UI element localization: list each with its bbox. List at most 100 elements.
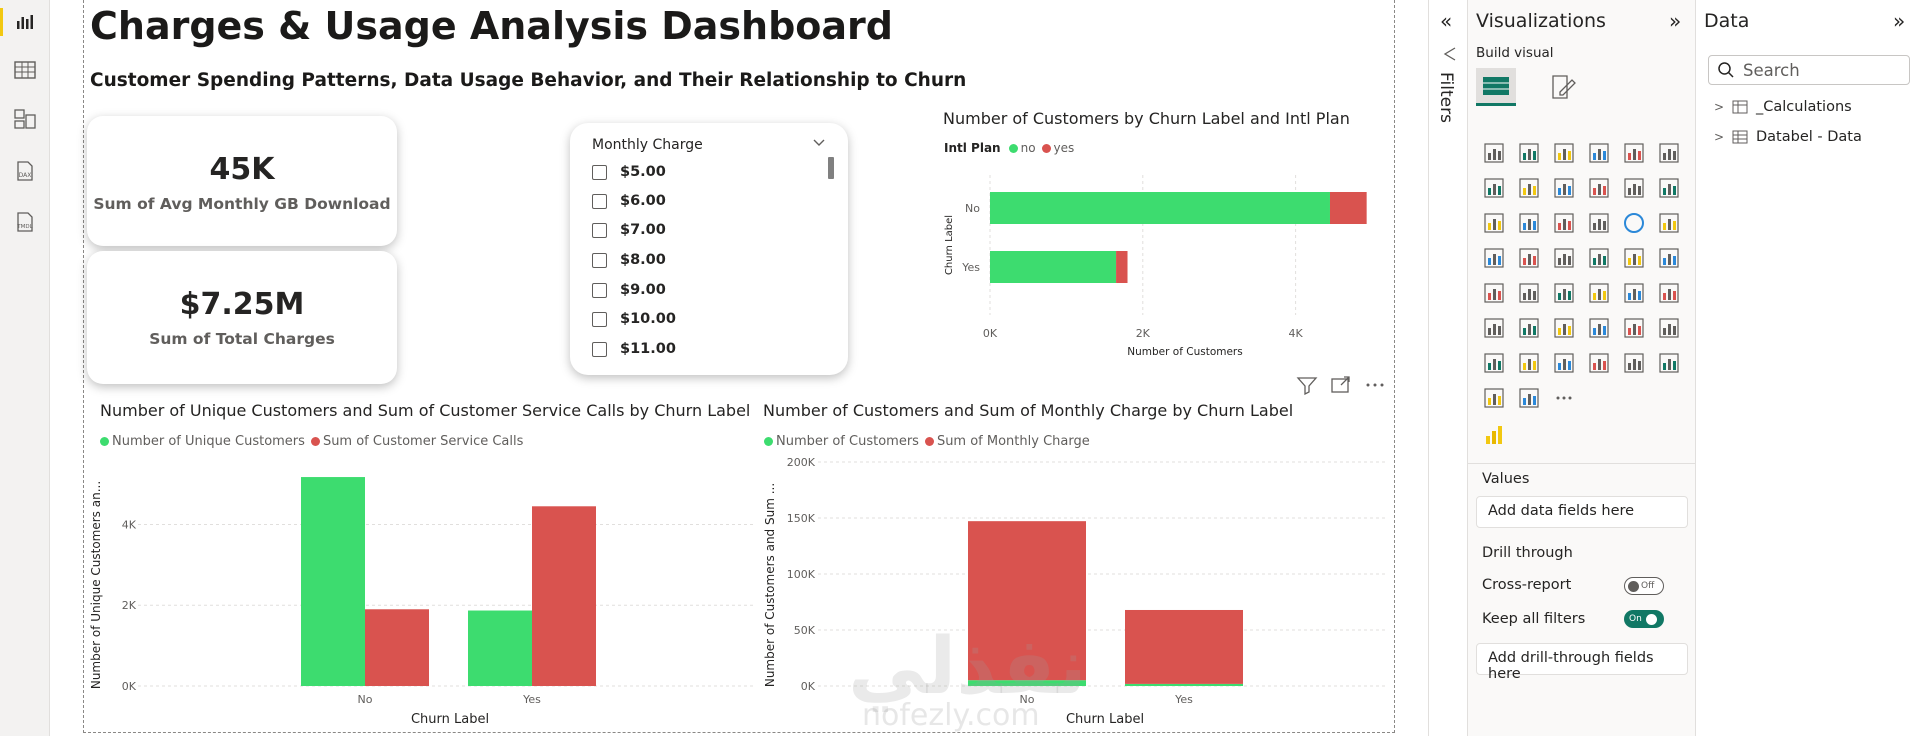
bar[interactable]	[1632, 253, 1636, 265]
more-visuals-icon[interactable]	[1546, 380, 1581, 415]
bar-segment[interactable]	[1125, 609, 1243, 684]
area-chart-icon[interactable]	[1511, 170, 1546, 205]
stacked-bar-chart-icon[interactable]	[1476, 135, 1511, 170]
bar[interactable]	[1567, 220, 1571, 230]
bar[interactable]	[1522, 187, 1526, 195]
bar[interactable]	[532, 506, 596, 686]
bar[interactable]	[1532, 150, 1536, 160]
bar[interactable]	[1592, 187, 1596, 195]
bar[interactable]	[1557, 222, 1561, 230]
slicer-option[interactable]: $11.00	[592, 339, 676, 359]
bar[interactable]	[1527, 288, 1531, 300]
bar[interactable]	[1487, 222, 1491, 230]
bar[interactable]	[1497, 220, 1501, 230]
gauge-icon[interactable]	[1651, 240, 1686, 275]
format-visual-icon[interactable]	[1548, 72, 1578, 102]
bar[interactable]	[1532, 255, 1536, 265]
bar[interactable]	[1672, 150, 1676, 160]
bar[interactable]	[1667, 148, 1671, 160]
bar[interactable]	[1672, 185, 1676, 195]
checkbox[interactable]	[592, 282, 607, 298]
kpi-card-total-charges[interactable]: $7.25M Sum of Total Charges	[87, 251, 397, 384]
scatter-chart-icon[interactable]	[1581, 205, 1616, 240]
keep-all-filters-toggle[interactable]: On	[1624, 610, 1664, 628]
bar[interactable]	[1522, 257, 1526, 265]
bar[interactable]	[1597, 148, 1601, 160]
filled-map-icon[interactable]	[1546, 240, 1581, 275]
bar[interactable]	[1522, 292, 1526, 300]
bar[interactable]	[1562, 288, 1566, 300]
slicer-option[interactable]: $10.00	[592, 309, 676, 329]
bar[interactable]	[1632, 323, 1636, 335]
bar[interactable]	[1592, 292, 1596, 300]
100-stacked-column-chart-icon[interactable]	[1651, 135, 1686, 170]
r-visual-icon[interactable]	[1651, 275, 1686, 310]
bar[interactable]	[1667, 218, 1671, 230]
bar[interactable]	[1632, 288, 1636, 300]
bar[interactable]	[1627, 362, 1631, 370]
bar[interactable]	[1637, 255, 1641, 265]
bar[interactable]	[1637, 290, 1641, 300]
bar[interactable]	[1497, 360, 1501, 370]
decomposition-tree-icon[interactable]	[1546, 310, 1581, 345]
power-apps-icon[interactable]	[1511, 345, 1546, 380]
bar[interactable]	[1497, 150, 1501, 160]
bar[interactable]	[1497, 290, 1501, 300]
legend-label[interactable]: Number of Unique Customers	[112, 434, 305, 449]
bar[interactable]	[1592, 152, 1596, 160]
collapse-double-chevron-icon[interactable]: «	[1440, 9, 1453, 33]
bar[interactable]	[1662, 327, 1666, 335]
bar[interactable]	[1632, 183, 1636, 195]
bar[interactable]	[468, 610, 532, 686]
bar[interactable]	[1492, 148, 1496, 160]
key-influencers-icon[interactable]	[1511, 310, 1546, 345]
bar[interactable]	[1602, 185, 1606, 195]
bar[interactable]	[1567, 360, 1571, 370]
legend-label[interactable]: yes	[1053, 141, 1075, 155]
chevron-right-icon[interactable]: >	[1714, 100, 1725, 114]
bar-segment[interactable]	[968, 680, 1086, 686]
bar[interactable]	[1497, 255, 1501, 265]
bar[interactable]	[1532, 290, 1536, 300]
bar[interactable]	[1492, 393, 1496, 405]
bar[interactable]	[1557, 292, 1561, 300]
bar[interactable]	[1522, 327, 1526, 335]
checkbox[interactable]	[592, 252, 607, 268]
dax-query-view-icon[interactable]: DAX	[12, 158, 38, 184]
bar[interactable]	[1667, 323, 1671, 335]
bar[interactable]	[1597, 323, 1601, 335]
bar[interactable]	[1487, 257, 1491, 265]
bar[interactable]	[1562, 253, 1566, 265]
bar[interactable]	[1527, 253, 1531, 265]
bar[interactable]	[1532, 325, 1536, 335]
data-table-item[interactable]: > Databel - Data	[1714, 129, 1862, 145]
bar[interactable]	[1497, 395, 1501, 405]
bar[interactable]	[1527, 148, 1531, 160]
bar[interactable]	[1487, 292, 1491, 300]
slicer-option[interactable]: $7.00	[592, 220, 666, 240]
bar[interactable]	[1602, 220, 1606, 230]
bar[interactable]	[1532, 395, 1536, 405]
bar[interactable]	[1662, 222, 1666, 230]
bar[interactable]	[1562, 358, 1566, 370]
bar[interactable]	[1497, 185, 1501, 195]
cross-report-toggle[interactable]: Off	[1624, 577, 1664, 595]
legend-label[interactable]: no	[1020, 141, 1036, 155]
checkbox[interactable]	[592, 311, 607, 327]
report-view-icon[interactable]	[12, 9, 38, 35]
shape-map-icon[interactable]	[1581, 240, 1616, 275]
bar[interactable]	[1592, 222, 1596, 230]
bar[interactable]	[1557, 152, 1561, 160]
slicer-option[interactable]: $6.00	[592, 191, 666, 211]
bar[interactable]	[1532, 185, 1536, 195]
more-options-icon[interactable]	[1364, 375, 1386, 395]
chevron-right-icon[interactable]: >	[1714, 130, 1725, 144]
azure-map-icon[interactable]	[1616, 240, 1651, 275]
100-stacked-area-chart-icon[interactable]	[1581, 170, 1616, 205]
bar[interactable]	[1637, 185, 1641, 195]
bar[interactable]	[1487, 327, 1491, 335]
bar[interactable]	[1592, 362, 1596, 370]
bar[interactable]	[1672, 325, 1676, 335]
goals-icon[interactable]	[1651, 310, 1686, 345]
bar[interactable]	[1522, 222, 1526, 230]
